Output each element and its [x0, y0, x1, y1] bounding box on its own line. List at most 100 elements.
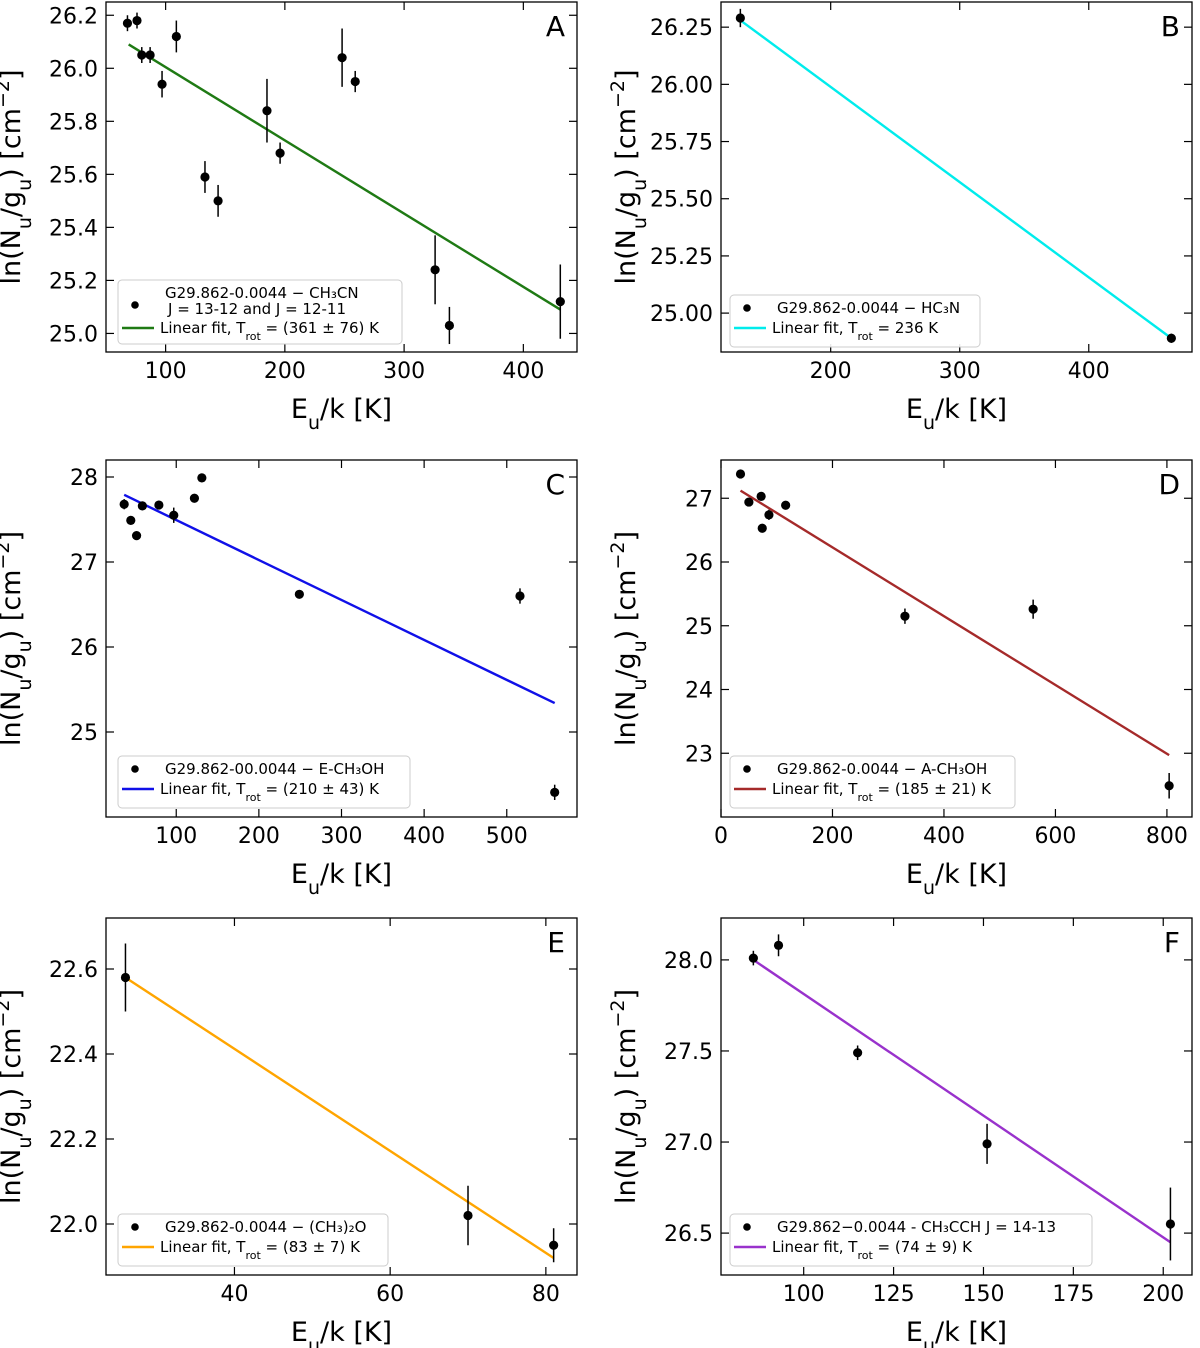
y-tick-label: 25.6 — [49, 163, 98, 188]
panel-e: 40 60 80 22.0 22.2 22.4 22.6 E G29.862-0.0044 − … — [0, 917, 578, 1348]
y-tick-label: 25.0 — [49, 322, 98, 347]
x-tick-label: 300 — [321, 824, 363, 849]
legend-point-marker — [743, 765, 751, 773]
legend: G29.862-00.0044 − E-CH₃OH Linear fit, Tro… — [117, 755, 411, 809]
legend-points-label: G29.862-0.0044 − A-CH₃OH — [777, 760, 987, 778]
panel-f: 100 125 150 175 200 26.5 27.0 27.5 28.0 F G29.862−… — [607, 917, 1193, 1348]
legend-box — [729, 294, 981, 348]
y-tick-label: 25 — [685, 615, 713, 640]
y-axis-label: ln(Nu/gu) [cm−2] — [607, 69, 651, 284]
x-tick-label: 200 — [811, 824, 853, 849]
legend: G29.862-0.0044 − A-CH₃OH Linear fit, Trot… — [729, 755, 1016, 809]
data-point — [757, 523, 767, 533]
y-tick-label: 25 — [70, 721, 98, 746]
fit-line — [128, 43, 561, 311]
y-tick-label: 28 — [70, 466, 98, 491]
x-tick-label: 400 — [923, 824, 965, 849]
y-tick-label: 26 — [685, 551, 713, 576]
legend-fit-label: Linear fit, Trot = (83 ± 7) K — [160, 1238, 361, 1262]
data-point — [350, 76, 360, 87]
data-point — [853, 1048, 863, 1058]
y-tick-label: 22.4 — [49, 1043, 98, 1068]
data-point — [157, 79, 167, 89]
data-point — [515, 591, 525, 601]
x-tick-label: 100 — [783, 1282, 825, 1307]
panel-letter: D — [1158, 468, 1180, 501]
x-tick-label: 300 — [383, 359, 425, 384]
legend-box — [729, 1213, 1093, 1267]
y-tick-label: 28.0 — [664, 949, 713, 974]
panel-letter: A — [546, 10, 565, 43]
y-tick-label: 22.0 — [49, 1213, 98, 1238]
data-point — [764, 510, 774, 520]
legend-fit-label: Linear fit, Trot = (210 ± 43) K — [160, 780, 380, 804]
panel-letter: F — [1164, 926, 1180, 959]
data-point — [735, 469, 746, 479]
y-tick-label: 25.4 — [49, 216, 98, 241]
x-axis-label: Eu/k [K] — [906, 1317, 1007, 1348]
x-axis-label: Eu/k [K] — [291, 859, 392, 899]
data-point — [294, 589, 304, 599]
panel-a: 100 200 300 400 25.0 25.2 25.4 25.6 25.8 26.0 26.2… — [0, 1, 578, 434]
data-point — [1165, 1219, 1176, 1229]
data-point — [735, 13, 745, 23]
data-point — [549, 1240, 559, 1250]
y-tick-label: 27.0 — [664, 1131, 713, 1156]
legend-fit-label: Linear fit, Trot = (361 ± 76) K — [160, 319, 380, 343]
fit-line — [739, 19, 1173, 340]
x-tick-label: 400 — [403, 824, 445, 849]
data-point — [154, 500, 164, 510]
data-point — [900, 611, 910, 621]
y-tick-label: 27.5 — [664, 1040, 713, 1065]
y-tick-label: 23 — [685, 742, 713, 767]
data-point — [555, 297, 565, 307]
data-point — [132, 15, 142, 26]
legend: G29.862−0.0044 - CH₃CCH J = 14-13 Linear … — [729, 1213, 1093, 1267]
x-tick-label: 600 — [1034, 824, 1076, 849]
data-point — [197, 473, 207, 483]
legend-point-marker — [131, 765, 139, 773]
x-tick-label: 200 — [264, 359, 306, 384]
data-point — [145, 50, 155, 60]
y-axis-label: ln(Nu/gu) [cm−2] — [607, 989, 651, 1204]
legend-box — [117, 755, 411, 809]
y-tick-label: 27 — [70, 551, 98, 576]
x-tick-label: 200 — [238, 824, 280, 849]
x-tick-label: 40 — [220, 1282, 248, 1307]
data-point — [131, 531, 142, 541]
legend-points-label: G29.862-0.0044 − HC₃N — [777, 299, 960, 317]
data-point — [137, 501, 147, 511]
y-tick-label: 24 — [685, 679, 713, 704]
fit-line — [123, 493, 556, 705]
data-point — [262, 106, 272, 116]
legend-fit-label: Linear fit, Trot = 236 K — [772, 319, 939, 343]
x-tick-label: 100 — [145, 359, 187, 384]
y-tick-label: 22.2 — [49, 1128, 98, 1153]
y-axis-label: ln(Nu/gu) [cm−2] — [0, 69, 36, 284]
panel-c: 100 200 300 400 500 25 26 27 28 C G29.862-00.0044 … — [0, 459, 578, 899]
data-point — [1166, 333, 1176, 343]
x-tick-label: 150 — [962, 1282, 1004, 1307]
fit-line — [739, 489, 1170, 757]
data-point — [337, 53, 347, 63]
x-tick-label: 175 — [1052, 1282, 1094, 1307]
y-axis-label: ln(Nu/gu) [cm−2] — [607, 531, 651, 746]
data-point — [1028, 604, 1038, 614]
y-tick-label: 22.6 — [49, 958, 98, 983]
legend-points-label: G29.862−0.0044 - CH₃CCH J = 14-13 — [777, 1218, 1056, 1236]
y-tick-label: 25.2 — [49, 269, 98, 294]
legend-points-label: G29.862-0.0044 − CH₃CN — [165, 284, 359, 302]
plot-frame — [720, 1, 1193, 353]
legend-fit-label: Linear fit, Trot = (185 ± 21) K — [772, 780, 992, 804]
legend-point-marker — [743, 1223, 751, 1231]
fit-line — [124, 976, 555, 1260]
x-tick-label: 300 — [939, 359, 981, 384]
x-tick-label: 200 — [1142, 1282, 1184, 1307]
fit-line — [752, 958, 1172, 1244]
y-axis-label: ln(Nu/gu) [cm−2] — [0, 989, 36, 1204]
data-point — [119, 499, 129, 509]
data-point — [189, 493, 200, 503]
x-tick-label: 60 — [376, 1282, 404, 1307]
plot-frame — [720, 917, 1193, 1276]
